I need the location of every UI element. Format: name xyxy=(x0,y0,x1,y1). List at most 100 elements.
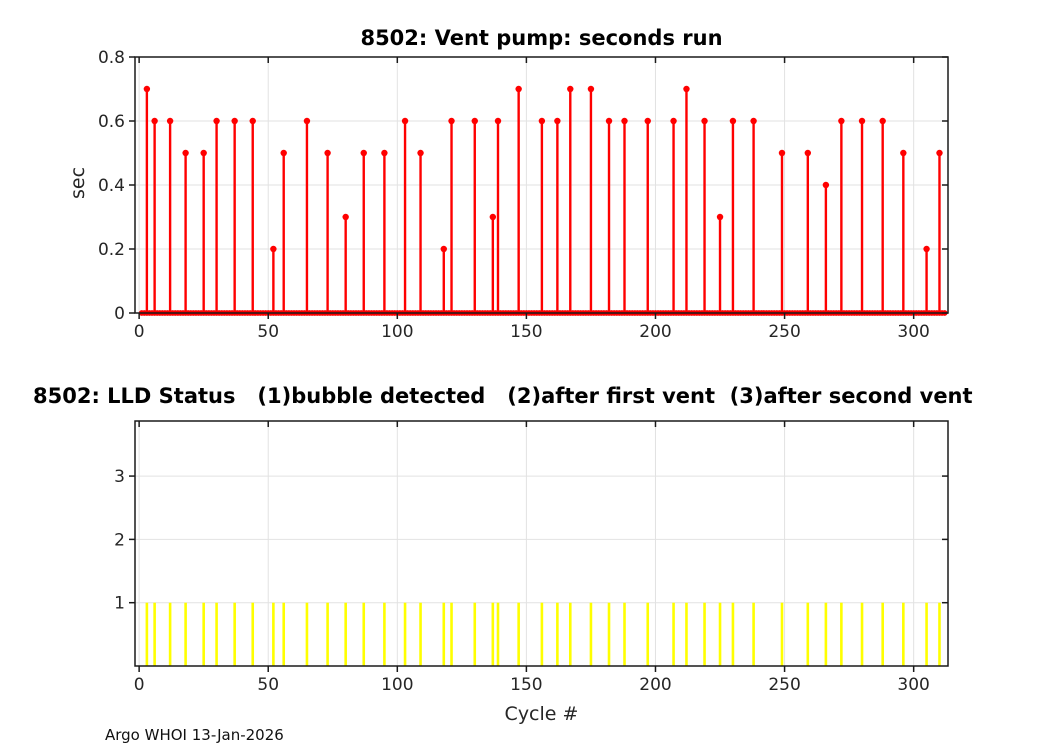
status-bar xyxy=(780,602,784,666)
status-bar xyxy=(806,602,810,666)
stem-marker xyxy=(670,117,677,125)
x-tick-label: 0 xyxy=(134,675,145,695)
x-tick-label: 0 xyxy=(134,322,145,342)
stem-marker xyxy=(716,213,724,221)
status-bar xyxy=(568,602,572,666)
vent-pump-chart-title: 8502: Vent pump: seconds run xyxy=(360,26,723,50)
status-bar xyxy=(589,602,593,666)
status-bar xyxy=(703,602,706,666)
stem-marker xyxy=(489,213,497,221)
x-tick-label: 150 xyxy=(510,322,542,342)
status-bar xyxy=(860,602,864,666)
stem-marker xyxy=(143,85,151,93)
x-tick-label: 150 xyxy=(510,675,542,695)
status-bar xyxy=(362,602,366,666)
stem-marker xyxy=(182,149,189,157)
status-bar xyxy=(731,602,735,666)
y-tick-label: 2 xyxy=(114,530,125,550)
stem-marker xyxy=(923,245,930,253)
status-bar xyxy=(902,602,905,666)
y-tick-label: 0.8 xyxy=(98,48,125,68)
status-bar xyxy=(496,602,500,666)
stem-marker xyxy=(701,117,708,125)
stem-marker xyxy=(360,149,367,157)
stem-marker xyxy=(231,117,238,125)
vent-pump-chart: 0 50 100 150 200 250 300 0 0.2 0.4 0.6 0.8 xyxy=(98,48,949,342)
status-bar xyxy=(517,602,520,666)
status-bar xyxy=(718,602,722,666)
y-tick-label: 0.6 xyxy=(98,112,125,132)
tick-labels: 0 50 100 150 200 250 300 1 2 3 xyxy=(114,467,930,695)
stem-marker xyxy=(515,85,522,93)
status-bar xyxy=(202,602,205,666)
stem-marker xyxy=(381,149,388,157)
x-tick-label: 200 xyxy=(639,322,671,342)
stem-marker xyxy=(440,245,447,253)
stem-series xyxy=(138,85,948,316)
stem-marker xyxy=(417,149,424,157)
stem-marker xyxy=(303,117,311,125)
stem-marker xyxy=(280,149,287,157)
status-bar xyxy=(233,602,236,666)
stem-marker xyxy=(494,117,502,125)
stem-marker xyxy=(838,117,845,125)
stem-marker xyxy=(213,117,220,125)
status-bar xyxy=(623,602,626,666)
status-bar xyxy=(282,602,286,666)
stem-marker xyxy=(900,149,907,157)
x-tick-label: 50 xyxy=(257,322,279,342)
x-tick-label: 250 xyxy=(768,322,800,342)
status-bar xyxy=(685,602,688,666)
stem-marker xyxy=(342,213,349,221)
status-bar xyxy=(383,602,386,666)
status-bar xyxy=(184,602,187,666)
status-bar xyxy=(403,602,407,666)
stem-marker xyxy=(605,117,613,125)
status-bar xyxy=(824,602,828,666)
gridlines xyxy=(135,421,948,666)
stem-marker xyxy=(200,149,207,157)
status-bar xyxy=(272,602,275,666)
status-bar xyxy=(251,602,255,666)
axes-box xyxy=(134,420,949,667)
stem-marker xyxy=(683,85,690,93)
x-tick-label: 50 xyxy=(257,675,279,695)
stem-marker xyxy=(554,117,561,125)
status-bar xyxy=(540,602,544,666)
status-bar xyxy=(215,602,218,666)
stem-marker xyxy=(822,181,830,189)
lld-status-chart: 0 50 100 150 200 250 300 1 2 3 xyxy=(114,420,949,695)
x-tick-label: 100 xyxy=(381,675,413,695)
tick-marks xyxy=(129,56,948,319)
stem-marker xyxy=(401,117,409,125)
status-bar xyxy=(752,602,755,666)
status-bar xyxy=(556,602,559,666)
y-tick-label: 0.2 xyxy=(98,240,125,260)
status-bar xyxy=(925,602,928,666)
status-bar xyxy=(153,602,156,666)
stem-marker xyxy=(621,117,628,125)
stem-marker xyxy=(151,117,158,125)
x-tick-label: 300 xyxy=(897,322,929,342)
status-bar xyxy=(646,602,650,666)
y-tick-label: 0.4 xyxy=(98,176,125,196)
stem-marker xyxy=(879,117,886,125)
stem-marker xyxy=(587,85,595,93)
status-bar xyxy=(168,602,172,666)
stem-marker xyxy=(936,149,943,157)
tick-labels: 0 50 100 150 200 250 300 0 0.2 0.4 0.6 0.8 xyxy=(98,48,930,342)
stem-marker xyxy=(448,117,455,125)
stem-marker xyxy=(249,117,256,125)
status-bar xyxy=(607,602,611,666)
stem-marker xyxy=(804,149,812,157)
bar-series xyxy=(145,602,941,666)
status-bar xyxy=(450,602,453,666)
x-tick-label: 100 xyxy=(381,322,413,342)
status-bar xyxy=(881,602,884,666)
footer-annotation: Argo WHOI 13-Jan-2026 xyxy=(105,726,284,744)
status-bar xyxy=(344,602,347,666)
status-bar xyxy=(938,602,941,666)
status-bar xyxy=(442,602,446,666)
